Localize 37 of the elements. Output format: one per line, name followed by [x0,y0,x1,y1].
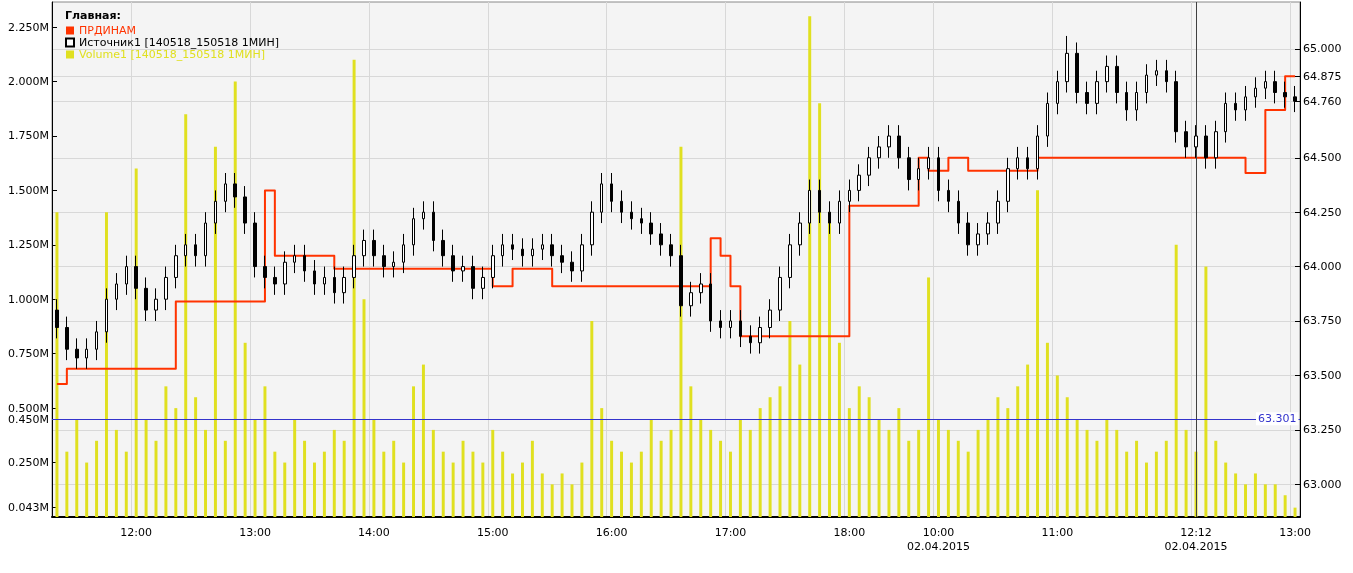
y2-tick-label: 63.250 [1303,423,1342,437]
x-tick-label: 10:00 02.04.2015 [906,525,970,553]
legend-label: Volume1 [140518_150518 1МИН] [79,48,265,61]
y-tick-label: 0.250M [8,456,49,470]
x-tick-label: 13:00 [1279,525,1311,539]
y-tick-label: 0.450M [8,412,49,426]
x-tick-label: 11:00 [1041,525,1074,539]
x-tick-label: 14:00 [358,525,390,539]
y2-tick-label: 64.760 [1303,94,1342,108]
x-tick-label: 13:00 [239,525,271,539]
y2-tick-label: 64.250 [1303,205,1342,219]
y-tick-label: 1.250M [8,238,49,252]
legend-label: Источник1 [140518_150518 1МИН] [79,36,279,49]
x-tick-label: 18:00 [833,525,866,539]
y-tick-label: 0.750M [8,347,49,361]
y2-tick-label: 63.500 [1303,368,1342,382]
x-tick-label: 15:00 [476,525,509,539]
x-tick-label: 17:00 [714,525,747,539]
y-tick-label: 2.250M [8,20,49,34]
y-tick-label: 1.000M [8,292,49,306]
y2-tick-label: 63.750 [1303,314,1342,328]
y-tick-label: 0.500M [8,401,49,415]
y2-tick-label: 64.500 [1303,151,1342,165]
x-tick-label: 16:00 [595,525,628,539]
legend-label: ПРДИНАМ [79,24,137,37]
ref-line-label: 63.301 [1258,412,1297,426]
x-tick-label: 12:00 [120,525,153,539]
y2-tick-label: 63.000 [1303,477,1342,491]
y-tick-label: 0.043M [8,501,49,515]
x-tick-label: 12:12 02.04.2015 [1164,525,1228,553]
y2-tick-label: 65.000 [1303,42,1342,56]
y2-tick-label: 64.000 [1303,260,1342,274]
legend-title: Главная: [65,9,121,22]
y-tick-label: 2.000M [8,74,49,88]
y-tick-label: 1.750M [8,129,49,143]
y-tick-label: 1.500M [8,183,49,197]
y2-tick-label: 64.875 [1303,69,1342,83]
